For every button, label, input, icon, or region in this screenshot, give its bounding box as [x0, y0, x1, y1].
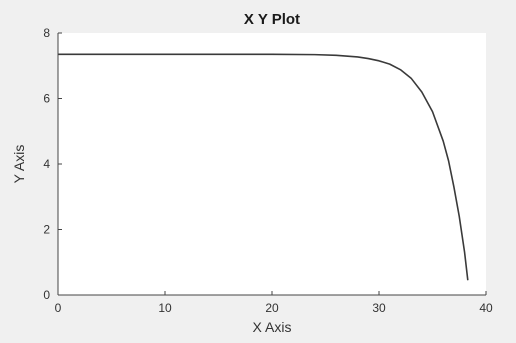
series-line-0: [58, 53, 469, 281]
plot-area: [58, 33, 486, 295]
y-tick-label: 6: [43, 92, 50, 106]
y-tick-label: 4: [43, 157, 50, 171]
y-tick-label: 0: [43, 288, 50, 302]
y-tick-label: 8: [43, 26, 50, 40]
x-tick-label: 30: [372, 301, 386, 315]
x-tick-label: 10: [158, 301, 172, 315]
y-tick-label: 2: [43, 223, 50, 237]
x-tick-label: 40: [479, 301, 493, 315]
x-tick-label: 0: [55, 301, 62, 315]
y-axis-label: Y Axis: [11, 145, 27, 184]
chart-title: X Y Plot: [244, 11, 300, 28]
x-tick-label: 20: [265, 301, 279, 315]
x-axis-label: X Axis: [253, 319, 292, 335]
